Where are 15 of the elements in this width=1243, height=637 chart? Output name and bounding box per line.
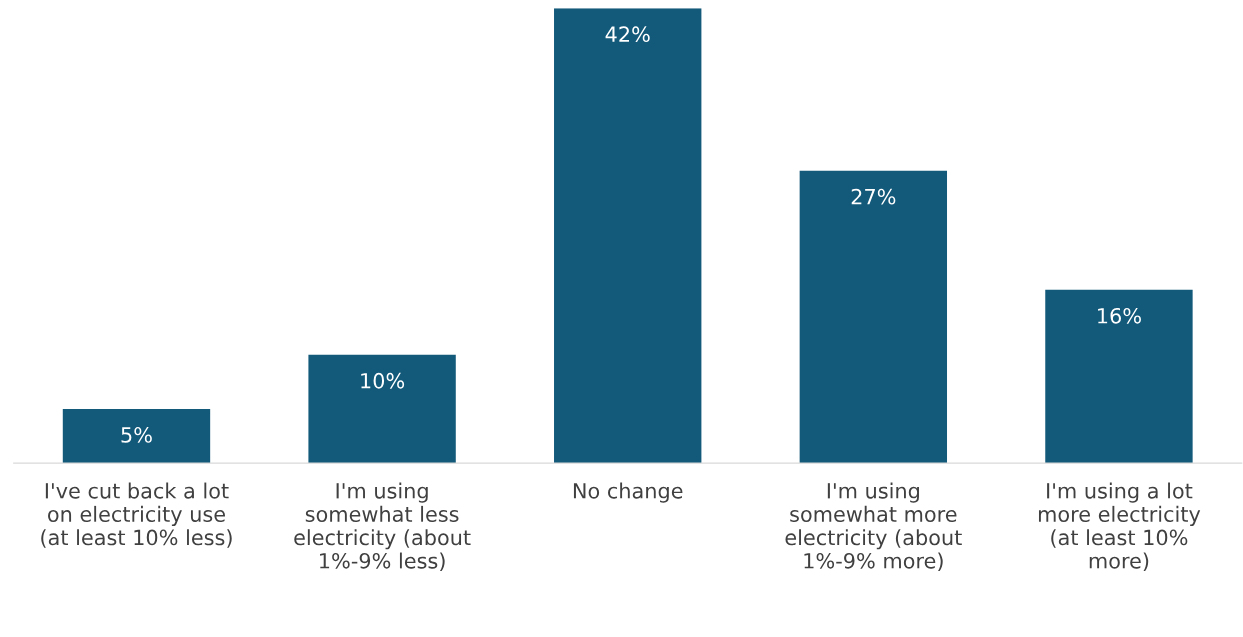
- x-tick-label: I'm using somewhat less electricity (about 1%-9% less): [294, 482, 471, 572]
- data-label: 27%: [851, 188, 896, 205]
- data-label: 16%: [1098, 307, 1141, 324]
- data-label: 5%: [121, 427, 152, 443]
- data-label: 42%: [605, 26, 650, 43]
- x-tick-label: I've cut back a lot on electricity use (at least 10% less): [41, 482, 232, 548]
- bar: [554, 8, 702, 464]
- bar: [308, 354, 456, 464]
- x-tick-label: I'm using a lot more electricity (at least 10% more): [1038, 482, 1201, 572]
- x-tick-label: No change: [573, 482, 683, 503]
- x-tick-label: I'm using somewhat more electricity (about 1%-9% more): [785, 482, 962, 572]
- bar: [799, 170, 948, 464]
- bar: [62, 408, 211, 464]
- data-label: 10%: [361, 372, 405, 389]
- bar: [1045, 289, 1193, 464]
